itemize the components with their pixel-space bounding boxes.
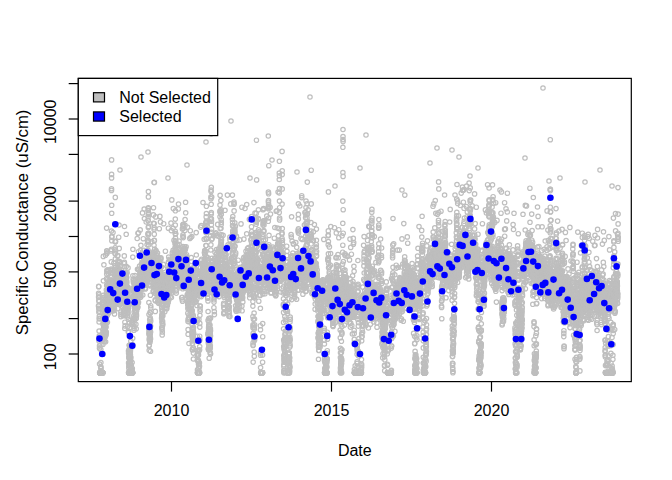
svg-text:Specific Conductance (uS/cm): Specific Conductance (uS/cm) <box>13 110 32 336</box>
svg-text:2010: 2010 <box>154 402 190 419</box>
svg-text:2015: 2015 <box>314 402 350 419</box>
svg-text:Date: Date <box>338 442 372 459</box>
svg-text:100: 100 <box>42 343 59 370</box>
svg-text:2020: 2020 <box>474 402 510 419</box>
svg-text:10000: 10000 <box>42 99 59 144</box>
svg-text:Selected: Selected <box>119 108 181 125</box>
svg-text:Not Selected: Not Selected <box>119 89 211 106</box>
svg-text:500: 500 <box>42 261 59 288</box>
svg-text:2000: 2000 <box>42 186 59 222</box>
